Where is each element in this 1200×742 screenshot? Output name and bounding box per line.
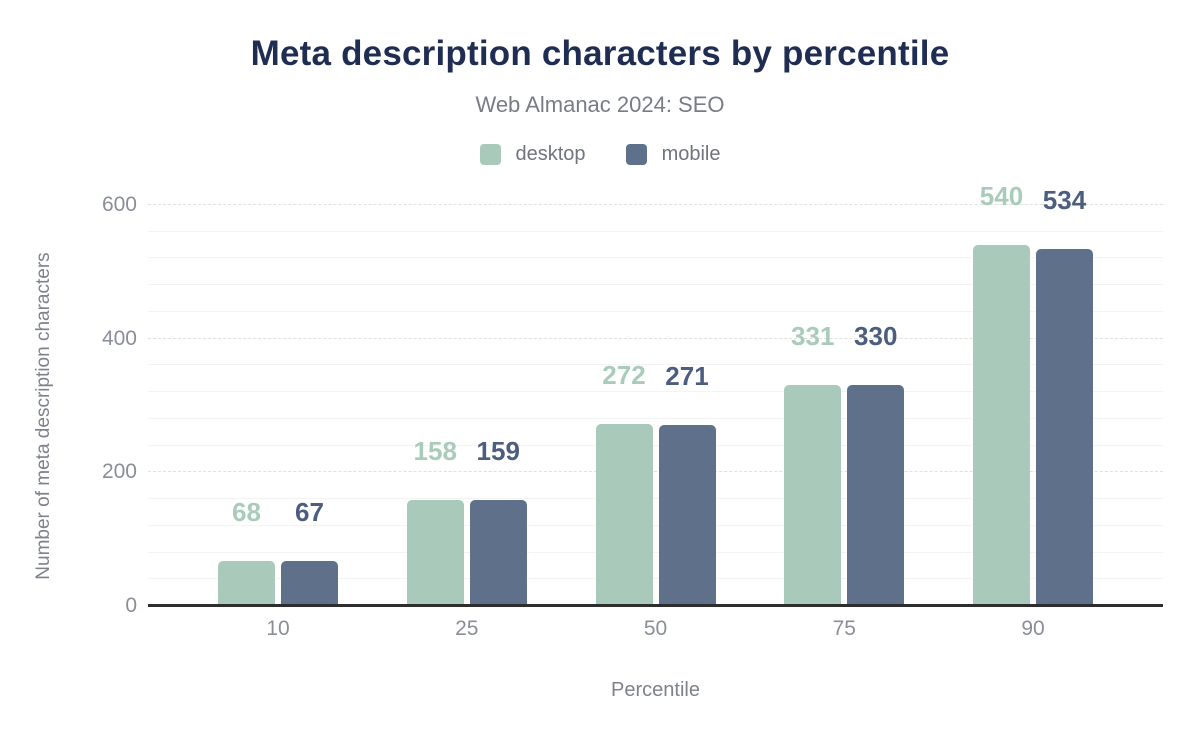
chart-title: Meta description characters by percentil… — [250, 34, 950, 73]
bar-value-desktop-p75: 331 — [791, 320, 835, 351]
y-tick-label-200: 200 — [101, 460, 137, 484]
x-tick-label-25: 25 — [455, 617, 479, 640]
bar-desktop-p25 — [406, 500, 464, 606]
bar-value-mobile-p50: 271 — [665, 360, 709, 391]
y-axis-title: Number of meta description characters — [33, 252, 54, 580]
x-tick-label-75: 75 — [832, 617, 856, 640]
minor-gridline-440 — [148, 310, 1163, 312]
minor-gridline-320 — [148, 391, 1163, 393]
minor-gridline-520 — [148, 257, 1163, 259]
bar-mobile-p75 — [847, 385, 905, 606]
bar-value-mobile-p25: 159 — [476, 435, 520, 466]
x-tick-label-90: 90 — [1021, 617, 1045, 640]
legend: desktop mobile — [0, 143, 1200, 166]
bar-value-desktop-p90: 540 — [979, 181, 1024, 212]
major-gridline-200 — [148, 471, 1163, 473]
minor-gridline-240 — [148, 444, 1163, 446]
bar-mobile-p10 — [281, 561, 338, 606]
bar-value-mobile-p75: 330 — [854, 321, 898, 352]
legend-swatch-desktop — [479, 144, 501, 165]
legend-item-mobile: mobile — [625, 143, 721, 166]
x-tick-label-50: 50 — [643, 617, 668, 640]
plot-area: 68 67 158 159 272 271 331 330 540 534 — [148, 181, 1163, 606]
minor-gridline-120 — [148, 524, 1163, 526]
bar-mobile-p25 — [469, 499, 527, 606]
legend-item-desktop: desktop — [479, 143, 586, 166]
bar-value-desktop-p25: 158 — [413, 436, 457, 467]
y-tick-label-0: 0 — [125, 594, 137, 617]
minor-gridline-280 — [148, 417, 1163, 419]
x-axis-line — [148, 604, 1163, 607]
minor-gridline-40 — [148, 578, 1163, 580]
legend-label-desktop: desktop — [515, 143, 586, 165]
x-tick-label-10: 10 — [266, 617, 290, 640]
major-gridline-600 — [148, 204, 1163, 205]
y-tick-label-600: 600 — [101, 193, 137, 216]
bar-mobile-p50 — [658, 424, 716, 606]
bar-value-desktop-p10: 68 — [232, 496, 261, 527]
minor-gridline-560 — [148, 230, 1163, 232]
minor-gridline-360 — [148, 364, 1163, 366]
minor-gridline-160 — [148, 498, 1163, 500]
legend-label-mobile: mobile — [661, 143, 721, 165]
x-axis-title: Percentile — [611, 679, 700, 701]
bar-desktop-p90 — [973, 245, 1030, 606]
chart-subtitle: Web Almanac 2024: SEO — [475, 92, 725, 117]
bar-desktop-p10 — [218, 560, 275, 606]
bar-desktop-p50 — [595, 424, 653, 606]
legend-swatch-mobile — [625, 144, 647, 165]
y-tick-label-400: 400 — [101, 326, 137, 350]
bar-value-mobile-p90: 534 — [1042, 185, 1087, 216]
bar-value-desktop-p50: 272 — [602, 360, 646, 391]
bar-value-mobile-p10: 67 — [295, 497, 324, 528]
minor-gridline-80 — [148, 551, 1163, 553]
minor-gridline-480 — [148, 284, 1163, 286]
major-gridline-400 — [148, 337, 1163, 339]
bar-mobile-p90 — [1036, 249, 1093, 606]
bar-desktop-p75 — [784, 384, 842, 606]
